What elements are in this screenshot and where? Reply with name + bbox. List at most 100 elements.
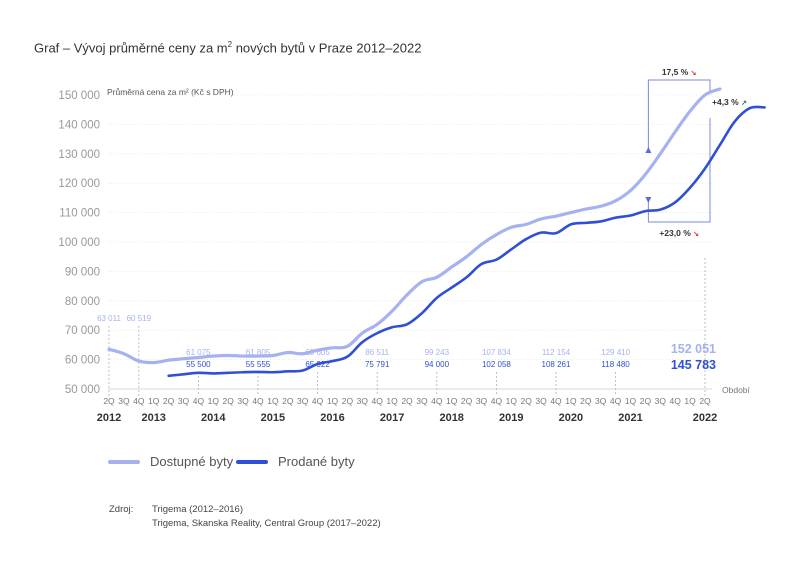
year-label: 2018 — [439, 412, 463, 424]
x-tick-label: 2Q — [401, 396, 413, 406]
annotation-prodane: 94 000 — [425, 360, 450, 369]
year-label: 2013 — [141, 412, 165, 424]
series-line-dostupne — [107, 87, 722, 365]
y-tick-label: 130 000 — [58, 149, 100, 161]
final-label-prodane: 145 783 — [671, 358, 716, 372]
annotation-prodane: 65 922 — [305, 360, 330, 369]
change-label: +23,0 % ↘ — [659, 228, 699, 238]
change-bracket: 17,5 % ↘ +23,0 % ↘ +4,3 % ↗ — [645, 67, 747, 238]
year-label: 2012 — [97, 412, 121, 424]
annotation-prodane: 75 791 — [365, 360, 390, 369]
y-tick-label: 90 000 — [65, 266, 100, 278]
x-tick-label: 1Q — [208, 396, 220, 406]
annotation-prodane: 102 058 — [482, 360, 511, 369]
annotation-dostupne: 129 410 — [601, 348, 630, 357]
y-tick-label: 120 000 — [58, 178, 100, 190]
year-label: 2020 — [559, 412, 583, 424]
x-tick-label: 4Q — [550, 396, 562, 406]
x-tick-label: 2Q — [282, 396, 294, 406]
x-tick-label: 1Q — [267, 396, 279, 406]
x-tick-label: 4Q — [491, 396, 503, 406]
x-tick-label: 2Q — [699, 396, 711, 406]
x-tick-label: 2Q — [580, 396, 592, 406]
x-tick-label: 1Q — [327, 396, 339, 406]
legend-swatch-dostupne — [108, 459, 140, 464]
change-label: +4,3 % ↗ — [712, 97, 747, 107]
x-tick-label: 3Q — [297, 396, 309, 406]
x-tick-label: 1Q — [386, 396, 398, 406]
x-tick-label: 3Q — [535, 396, 547, 406]
legend-item-prodane: Prodané byty — [236, 454, 355, 469]
x-tick-label: 2Q — [223, 396, 235, 406]
value-annotations: 63 011 60 519 61 075 55 500 61 805 55 555 69 6… — [97, 314, 716, 372]
series-lines — [107, 87, 766, 378]
annotation-dostupne: 86 511 — [365, 348, 389, 357]
annotation-dostupne: 60 519 — [127, 314, 152, 323]
x-tick-label: 3Q — [237, 396, 249, 406]
x-tick-label: 3Q — [357, 396, 369, 406]
year-label: 2017 — [380, 412, 404, 424]
bracket-bottom — [647, 118, 711, 223]
x-tick-label: 2Q — [342, 396, 354, 406]
final-label-dostupne: 152 051 — [671, 342, 716, 356]
x-tick-label: 4Q — [252, 396, 264, 406]
annotation-dostupne: 99 243 — [425, 348, 450, 357]
price-chart: Průměrná cena za m² (Kč s DPH) 50 000 60 … — [58, 67, 766, 424]
chart-title: Graf – Vývoj průměrné ceny za m2 nových … — [34, 40, 421, 55]
x-tick-label: 1Q — [625, 396, 637, 406]
source-line-2: Trigema, Skanska Reality, Central Group … — [152, 518, 381, 529]
y-tick-label: 150 000 — [58, 90, 100, 102]
x-tick-label: 2Q — [640, 396, 652, 406]
y-tick-label: 110 000 — [59, 208, 100, 220]
annotation-prodane: 118 480 — [601, 360, 630, 369]
x-tick-label: 4Q — [312, 396, 324, 406]
x-tick-label: 1Q — [506, 396, 518, 406]
title-rest: nových bytů v Praze 2012–2022 — [232, 40, 422, 56]
x-tick-label: 3Q — [118, 396, 130, 406]
arrow-up-icon — [645, 147, 652, 153]
y-axis-title: Průměrná cena za m² (Kč s DPH) — [107, 87, 234, 97]
annotation-guides — [108, 258, 706, 396]
x-tick-label: 3Q — [416, 396, 428, 406]
y-tick-label: 70 000 — [65, 325, 100, 337]
gridlines — [108, 94, 714, 360]
x-axis: 2Q 3Q 4Q 1Q 2Q 3Q 4Q 1Q 2Q 3Q 4Q 1Q 2Q 3Q 4Q 1Q 2Q 3Q 4Q 1Q… — [97, 388, 717, 424]
year-label: 2021 — [618, 412, 642, 424]
year-label: 2015 — [261, 412, 285, 424]
x-tick-label: 4Q — [372, 396, 384, 406]
annotation-dostupne: 61 075 — [186, 348, 211, 357]
x-tick-label: 2Q — [461, 396, 473, 406]
arrow-up-icon — [645, 197, 652, 203]
legend-item-dostupne: Dostupné byty — [108, 454, 233, 469]
legend-label-dostupne: Dostupné byty — [150, 454, 234, 469]
x-tick-label: 4Q — [431, 396, 443, 406]
x-tick-label: 1Q — [446, 396, 458, 406]
legend-swatch-prodane — [236, 459, 268, 464]
year-label: 2022 — [693, 412, 717, 424]
x-tick-label: 1Q — [148, 396, 160, 406]
x-tick-label: 4Q — [610, 396, 622, 406]
title-superscript: 2 — [227, 40, 233, 49]
source-label: Zdroj: — [109, 504, 134, 515]
annotation-dostupne: 61 805 — [246, 348, 271, 357]
annotation-dostupne: 63 011 — [97, 314, 121, 323]
x-tick-label: 2Q — [521, 396, 533, 406]
year-label: 2019 — [499, 412, 523, 424]
x-tick-label: 3Q — [178, 396, 190, 406]
x-tick-label: 4Q — [193, 396, 205, 406]
annotation-dostupne: 107 834 — [482, 348, 511, 357]
x-tick-label: 1Q — [684, 396, 696, 406]
year-label: 2016 — [320, 412, 344, 424]
y-tick-label: 100 000 — [58, 237, 100, 249]
series-line-prodane — [167, 105, 766, 378]
annotation-dostupne: 69 605 — [305, 348, 330, 357]
x-tick-label: 2Q — [163, 396, 175, 406]
change-label: 17,5 % ↘ — [662, 67, 697, 77]
annotation-prodane: 55 500 — [186, 360, 211, 369]
x-tick-label: 2Q — [103, 396, 115, 406]
x-tick-label: 3Q — [595, 396, 607, 406]
annotation-prodane: 55 555 — [246, 360, 271, 369]
annotation-dostupne: 112 154 — [542, 348, 571, 357]
x-axis-title: Období — [722, 385, 751, 395]
y-tick-label: 80 000 — [65, 296, 100, 308]
